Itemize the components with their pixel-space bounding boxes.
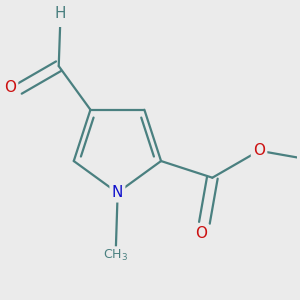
Text: O: O (195, 226, 207, 241)
Text: H: H (55, 6, 66, 21)
Text: O: O (4, 80, 16, 95)
Text: O: O (253, 143, 265, 158)
Text: CH$_3$: CH$_3$ (103, 248, 128, 263)
Text: N: N (112, 185, 123, 200)
